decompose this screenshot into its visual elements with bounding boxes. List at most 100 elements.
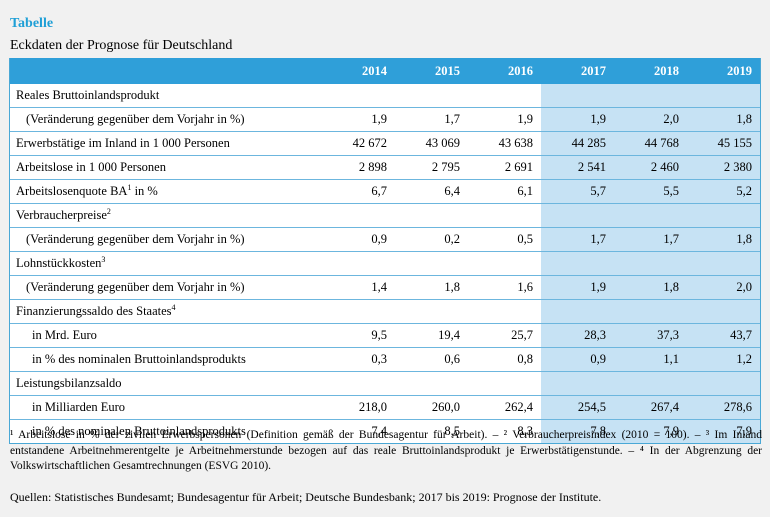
year-header: 2018 [654,63,679,78]
forecast-value-cell [541,204,614,227]
year-header: 2016 [508,63,533,78]
row-label: Verbraucherpreise2 [10,207,310,223]
row-label: Arbeitslosenquote BA1 in % [10,183,310,199]
value-cell: 0,8 [517,352,533,366]
forecast-value-cell: 278,6 [687,396,760,419]
value-cell: 1,6 [517,280,533,294]
value-cell: 6,4 [444,184,460,198]
footnote-marker: 3 [101,255,106,265]
forecast-value-cell [541,84,614,107]
value-cell: 1,7 [444,112,460,126]
value-cell: 262,4 [504,400,533,414]
forecast-value-cell [614,204,687,227]
year-header: 2015 [435,63,460,78]
table-row: Lohnstückkosten3 [10,251,760,275]
forecast-value-cell: 1,2 [687,348,760,371]
forecast-value-cell: 5,2 [687,180,760,203]
sources-line: Quellen: Statistisches Bundesamt; Bundes… [10,490,602,504]
row-label-text: in % des nominalen Bruttoinlandsprodukts [32,424,246,438]
row-label: in Milliarden Euro [10,400,310,415]
year-header: 2019 [727,63,752,78]
value-cell: 260,0 [431,400,460,414]
year-header: 2017 [581,63,606,78]
row-label: Erwerbstätige im Inland in 1 000 Persone… [10,136,310,151]
row-label: in % des nominalen Bruttoinlandsprodukts [10,352,310,367]
forecast-value-cell [541,372,614,395]
forecast-value-cell: 5,7 [541,180,614,203]
value-cell: 6,1 [517,184,533,198]
value-cell: 1,4 [371,280,387,294]
year-header: 2014 [362,63,387,78]
row-label-text: Leistungsbilanzsaldo [16,376,122,390]
value-cell: 9,5 [371,328,387,342]
forecast-value-cell [687,372,760,395]
footnote-marker: 1 [127,183,132,193]
row-label-suffix: in % [131,184,158,199]
row-label-text: in % des nominalen Bruttoinlandsprodukts [32,352,246,366]
forecast-value-cell: 1,7 [614,228,687,251]
value-cell: 8,3 [517,424,533,438]
forecast-value-cell: 2 541 [541,156,614,179]
forecast-value-cell: 45 155 [687,132,760,155]
value-cell: 8,5 [444,424,460,438]
forecast-value-cell: 2 460 [614,156,687,179]
value-cell: 43 069 [425,136,460,150]
table-row: Erwerbstätige im Inland in 1 000 Persone… [10,131,760,155]
row-label-text: Erwerbstätige im Inland in 1 000 Persone… [16,136,230,150]
row-label: Finanzierungssaldo des Staates4 [10,303,310,319]
value-cell: 25,7 [511,328,533,342]
value-cell: 1,9 [517,112,533,126]
footnote-marker: 4 [171,303,176,313]
forecast-value-cell: 7,9 [614,420,687,443]
value-cell: 0,9 [371,232,387,246]
value-cell: 42 672 [352,136,387,150]
row-label: in % des nominalen Bruttoinlandsprodukts [10,424,310,439]
row-label-text: Arbeitslose in 1 000 Personen [16,160,166,174]
forecast-value-cell [614,300,687,323]
table-row: in % des nominalen Bruttoinlandsprodukts… [10,347,760,371]
value-cell: 0,6 [444,352,460,366]
forecast-value-cell: 1,8 [614,276,687,299]
forecast-value-cell: 1,8 [687,228,760,251]
value-cell: 2 795 [431,160,460,174]
forecast-value-cell: 2,0 [687,276,760,299]
footnote-marker: 2 [106,207,111,217]
value-cell: 7,4 [371,424,387,438]
forecast-value-cell: 1,9 [541,276,614,299]
row-label-text: (Veränderung gegenüber dem Vorjahr in %) [26,280,245,294]
forecast-value-cell: 43,7 [687,324,760,347]
table-row: (Veränderung gegenüber dem Vorjahr in %)… [10,107,760,131]
forecast-value-cell: 2,0 [614,108,687,131]
forecast-value-cell: 44 768 [614,132,687,155]
forecast-value-cell: 267,4 [614,396,687,419]
forecast-value-cell: 1,9 [541,108,614,131]
value-cell: 43 638 [498,136,533,150]
forecast-value-cell: 254,5 [541,396,614,419]
table-row: in % des nominalen Bruttoinlandsprodukts… [10,419,760,443]
table-row: Finanzierungssaldo des Staates4 [10,299,760,323]
forecast-value-cell [541,252,614,275]
row-label: (Veränderung gegenüber dem Vorjahr in %) [10,112,310,127]
forecast-value-cell [614,84,687,107]
value-cell: 1,8 [444,280,460,294]
row-label-text: in Milliarden Euro [32,400,126,414]
table-body: Reales Bruttoinlandsprodukt (Veränderung … [10,84,760,443]
forecast-value-cell [687,252,760,275]
table-row: (Veränderung gegenüber dem Vorjahr in %)… [10,275,760,299]
table-title: Eckdaten der Prognose für Deutschland [10,38,233,53]
forecast-value-cell: 0,9 [541,348,614,371]
forecast-value-cell [687,300,760,323]
table-row: Reales Bruttoinlandsprodukt [10,84,760,107]
row-label-text: (Veränderung gegenüber dem Vorjahr in %) [26,112,245,126]
forecast-value-cell [687,84,760,107]
forecast-value-cell: 2 380 [687,156,760,179]
forecast-value-cell [541,300,614,323]
row-label: in Mrd. Euro [10,328,310,343]
row-label: (Veränderung gegenüber dem Vorjahr in %) [10,232,310,247]
forecast-value-cell: 37,3 [614,324,687,347]
row-label-text: in Mrd. Euro [32,328,97,342]
row-label-text: Finanzierungssaldo des Staates [16,304,172,319]
forecast-value-cell [614,372,687,395]
table-caption: Tabelle [10,16,54,31]
